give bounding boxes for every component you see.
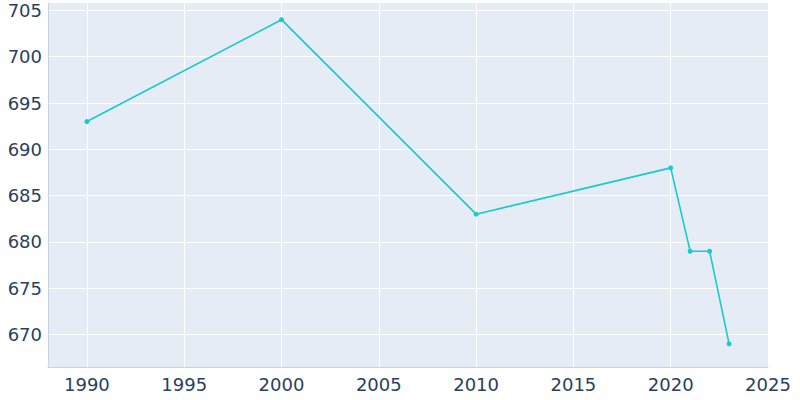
svg-text:670: 670	[8, 324, 42, 345]
svg-text:2010: 2010	[453, 374, 499, 395]
svg-text:2025: 2025	[745, 374, 791, 395]
svg-text:695: 695	[8, 93, 42, 114]
svg-text:2005: 2005	[356, 374, 402, 395]
svg-text:1990: 1990	[64, 374, 110, 395]
svg-text:700: 700	[8, 46, 42, 67]
svg-text:2020: 2020	[648, 374, 694, 395]
svg-text:705: 705	[8, 0, 42, 21]
svg-text:690: 690	[8, 139, 42, 160]
svg-text:680: 680	[8, 231, 42, 252]
svg-text:2015: 2015	[550, 374, 596, 395]
svg-text:1995: 1995	[161, 374, 207, 395]
svg-text:675: 675	[8, 278, 42, 299]
svg-text:2000: 2000	[259, 374, 305, 395]
svg-text:685: 685	[8, 185, 42, 206]
